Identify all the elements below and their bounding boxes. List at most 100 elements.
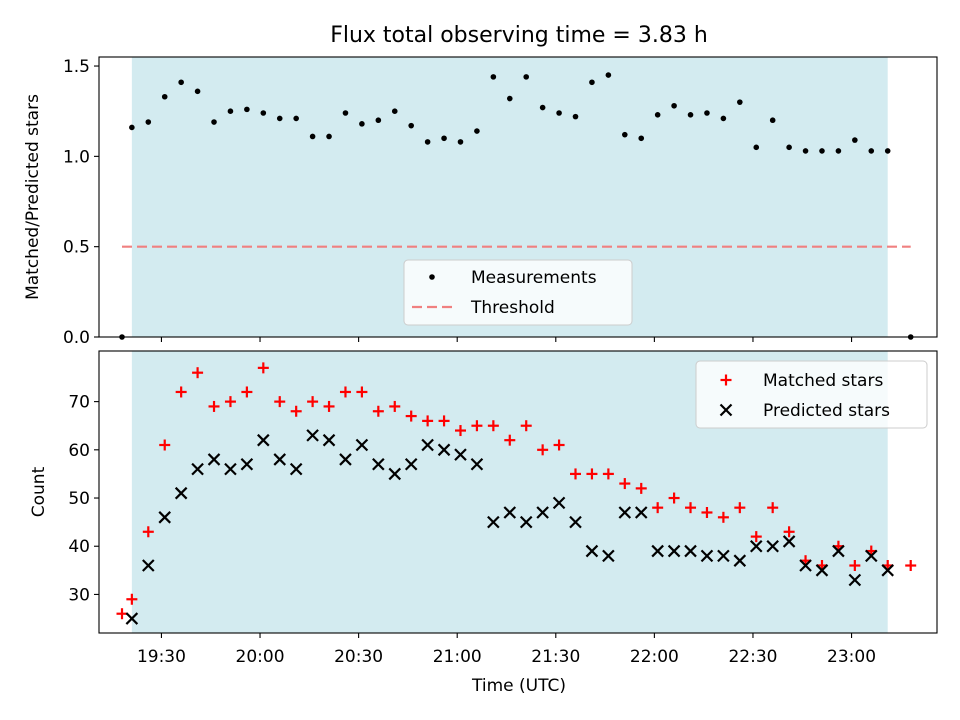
predicted-star-point — [503, 506, 517, 519]
predicted-star-point — [470, 458, 484, 471]
measurement-point — [342, 110, 349, 116]
cross-stroke-b — [240, 458, 254, 471]
cross-stroke-b — [864, 549, 878, 563]
cross-stroke-b — [257, 433, 270, 447]
measurement-point — [506, 95, 513, 102]
ratio-legend: Measurements Threshold — [403, 259, 633, 326]
matched-star-point — [734, 502, 746, 514]
cross-stroke-b — [815, 564, 829, 577]
measurement-point — [129, 124, 135, 131]
legend-box — [695, 360, 928, 429]
predicted-star-point — [848, 573, 862, 587]
cross-stroke-b — [158, 511, 172, 524]
measurement-point — [868, 148, 875, 154]
measurement-point — [260, 110, 267, 116]
predicted-star-point — [766, 539, 779, 553]
measurement-point — [457, 139, 464, 145]
predicted-star-point — [733, 554, 747, 567]
cross-stroke-b — [684, 544, 697, 558]
x-tick-label: 20:00 — [236, 647, 285, 667]
legend-box — [403, 259, 633, 326]
predicted-star-point — [158, 511, 172, 524]
ratio-ticks: 0.0 0.5 1.0 1.5 — [63, 57, 853, 348]
predicted-star-point — [667, 544, 681, 558]
predicted-star-point — [339, 453, 352, 466]
measurement-point — [786, 144, 792, 151]
measurement-point — [293, 115, 299, 122]
measurement-point — [194, 88, 201, 95]
cross-stroke-b — [602, 549, 615, 563]
predicted-star-point — [749, 539, 763, 553]
cross-stroke-b — [125, 612, 139, 625]
matched-star-point — [783, 526, 795, 538]
cross-stroke-b — [634, 506, 648, 519]
legend-predicted-label: Predicted stars — [763, 401, 890, 421]
cross-stroke-b — [766, 539, 779, 553]
cross-stroke-b — [782, 535, 796, 548]
cross-stroke-b — [733, 554, 747, 567]
matched-star-point — [487, 420, 499, 432]
cross-stroke-b — [454, 448, 467, 461]
matched-star-point — [356, 386, 368, 398]
matched-star-point — [339, 386, 351, 398]
matched-star-point — [389, 400, 401, 412]
x-tick-label: 20:30 — [334, 647, 383, 667]
x-tick-label: 21:00 — [433, 647, 482, 667]
matched-star-point — [471, 420, 483, 432]
matched-star-point — [454, 425, 466, 437]
measurement-point — [852, 137, 858, 143]
matched-star-point — [767, 502, 779, 514]
count-ticks: 30 40 50 60 70 19:30 20:00 20:30 21:00 21:30 22:00… — [68, 393, 876, 667]
predicted-star-point — [881, 564, 894, 577]
predicted-star-point — [864, 549, 878, 563]
matched-star-point — [257, 362, 269, 374]
matched-star-point — [668, 492, 680, 504]
predicted-star-point — [602, 549, 615, 563]
matched-star-point — [241, 386, 253, 398]
x-tick-label: 22:30 — [728, 647, 777, 667]
legend-matched-marker — [720, 374, 732, 386]
predicted-star-point — [832, 544, 845, 558]
measurement-point — [227, 108, 234, 114]
cross-stroke-b — [224, 462, 237, 476]
predicted-star-point — [404, 458, 418, 471]
matched-star-point — [717, 511, 729, 523]
matched-star-point — [504, 434, 516, 446]
cross-stroke-b — [404, 458, 418, 471]
x-tick-label: 22:00 — [630, 647, 679, 667]
predicted-star-point — [421, 438, 434, 452]
count-y-axis-label: Count — [29, 466, 49, 517]
cross-stroke-b — [719, 403, 733, 417]
cross-stroke-b — [322, 433, 336, 447]
ratio-panel: 0.0 0.5 1.0 1.5 Matched/Predicted stars Mea… — [23, 56, 938, 348]
cross-stroke-b — [207, 453, 221, 466]
cross-stroke-b — [585, 544, 599, 558]
predicted-star-point — [355, 438, 369, 452]
predicted-star-point — [207, 453, 221, 466]
predicted-star-point — [634, 506, 648, 519]
cross-stroke-b — [552, 496, 566, 510]
predicted-star-point — [191, 462, 204, 476]
measurement-point — [753, 144, 760, 151]
matched-star-point — [602, 468, 614, 480]
matched-star-point — [126, 593, 138, 605]
measurement-point — [408, 122, 414, 129]
predicted-star-point — [618, 506, 632, 519]
matched-star-point — [405, 410, 417, 422]
y-tick-label: 0.5 — [63, 238, 90, 258]
matched-star-point — [116, 608, 128, 620]
predicted-star-point — [273, 453, 287, 466]
cross-stroke-b — [437, 443, 451, 457]
measurement-point — [835, 148, 842, 154]
cross-stroke-b — [470, 458, 484, 471]
measurement-point — [424, 139, 431, 145]
cross-stroke-b — [388, 467, 402, 481]
measurement-point — [391, 108, 398, 114]
matched-star-point — [537, 444, 549, 456]
predicted-star-point — [240, 458, 254, 471]
x-tick-label: 19:30 — [137, 647, 186, 667]
cross-stroke-b — [339, 453, 352, 466]
cross-stroke-b — [519, 515, 533, 529]
matched-star-point — [570, 468, 582, 480]
measurement-point — [638, 135, 645, 142]
